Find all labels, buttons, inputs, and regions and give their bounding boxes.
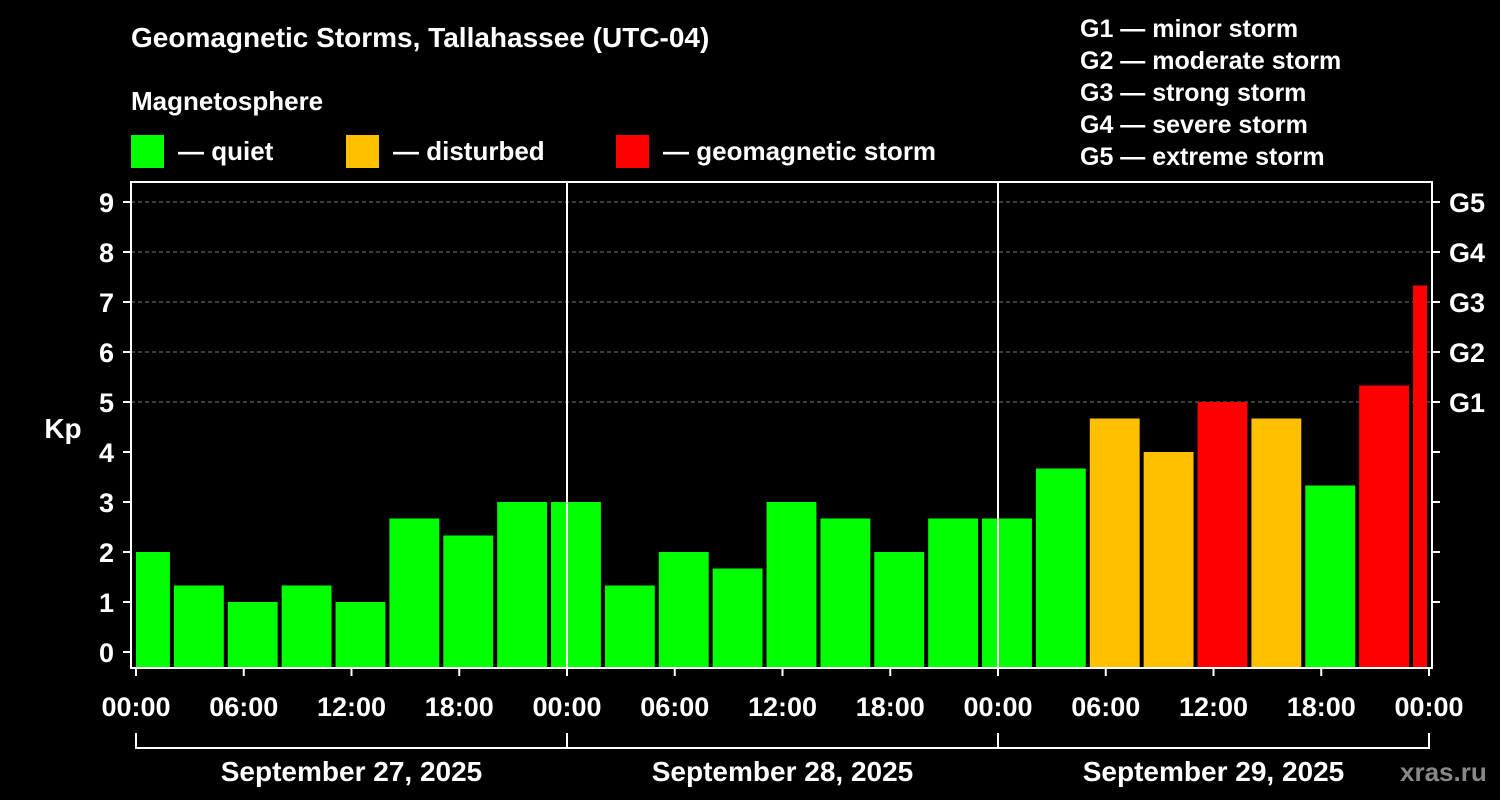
day-label: September 28, 2025 (652, 756, 914, 787)
legend-item-quiet: — quiet (131, 134, 273, 168)
x-tick-label: 06:00 (209, 692, 278, 722)
x-tick-label: 00:00 (101, 692, 170, 722)
g-level-label: G4 (1449, 238, 1485, 268)
y-tick-label: 1 (99, 588, 114, 618)
kp-bar (1035, 468, 1086, 668)
legend-label-quiet: — quiet (178, 135, 274, 166)
g-scale-g4: G4 — severe storm (1080, 111, 1308, 139)
kp-bar (928, 518, 979, 668)
kp-bar (1143, 452, 1194, 668)
kp-bar (136, 552, 170, 668)
kp-bar (335, 602, 386, 668)
x-tick-label: 00:00 (1394, 692, 1463, 722)
kp-bar (1359, 385, 1410, 668)
y-tick-label: 4 (99, 438, 114, 468)
y-tick-label: 8 (99, 238, 114, 268)
day-label: September 29, 2025 (1083, 756, 1345, 787)
y-tick-label: 7 (99, 288, 114, 318)
day-label: September 27, 2025 (221, 756, 483, 787)
x-tick-label: 18:00 (1287, 692, 1356, 722)
legend-swatch-disturbed (346, 134, 379, 168)
x-tick-label: 12:00 (748, 692, 817, 722)
x-tick-label: 06:00 (1071, 692, 1140, 722)
watermark: xras.ru (1400, 757, 1487, 787)
y-tick-label: 5 (99, 388, 114, 418)
magnetosphere-label: Magnetosphere (131, 86, 324, 116)
y-tick-label: 0 (99, 638, 114, 668)
legend-swatch-storm (616, 134, 649, 168)
legend-item-storm: — geomagnetic storm (616, 134, 936, 168)
kp-bar (281, 585, 332, 668)
kp-bar (443, 535, 494, 668)
x-tick-label: 18:00 (425, 692, 494, 722)
g-level-label: G3 (1449, 288, 1485, 318)
g-scale-g1: G1 — minor storm (1080, 15, 1299, 43)
kp-bar (1305, 485, 1356, 668)
kp-bar (766, 502, 817, 668)
kp-bar (604, 585, 655, 668)
kp-bar (173, 585, 224, 668)
g-level-label: G5 (1449, 188, 1485, 218)
x-tick-label: 06:00 (640, 692, 709, 722)
kp-bar (551, 502, 601, 668)
x-tick-label: 12:00 (317, 692, 386, 722)
kp-bar (389, 518, 440, 668)
y-tick-label: 2 (99, 538, 114, 568)
x-tick-label: 00:00 (963, 692, 1032, 722)
kp-bar (874, 552, 925, 668)
g-level-label: G2 (1449, 338, 1485, 368)
kp-bar (820, 518, 871, 668)
g-level-label: G1 (1449, 388, 1485, 418)
g-scale-g2: G2 — moderate storm (1080, 47, 1342, 75)
kp-bar (227, 602, 278, 668)
legend-item-disturbed: — disturbed (346, 134, 545, 168)
g-scale-g3: G3 — strong storm (1080, 79, 1307, 107)
g-scale-g5: G5 — extreme storm (1080, 143, 1325, 171)
kp-bar (712, 568, 763, 668)
kp-bar (1251, 418, 1302, 668)
legend-label-storm: — geomagnetic storm (663, 135, 937, 166)
legend-label-disturbed: — disturbed (393, 135, 545, 166)
kp-bar (1413, 285, 1427, 668)
kp-bar (982, 518, 1032, 668)
kp-bar (1089, 418, 1140, 668)
y-tick-label: 3 (99, 488, 114, 518)
y-tick-label: 9 (99, 188, 114, 218)
kp-bar (497, 502, 548, 668)
kp-bar (658, 552, 709, 668)
chart-title: Geomagnetic Storms, Tallahassee (UTC-04) (131, 22, 710, 53)
x-tick-label: 18:00 (856, 692, 925, 722)
x-tick-label: 12:00 (1179, 692, 1248, 722)
y-axis-label: Kp (44, 413, 81, 444)
x-tick-label: 00:00 (532, 692, 601, 722)
kp-bar (1197, 402, 1248, 668)
y-tick-label: 6 (99, 338, 114, 368)
legend-swatch-quiet (131, 134, 164, 168)
